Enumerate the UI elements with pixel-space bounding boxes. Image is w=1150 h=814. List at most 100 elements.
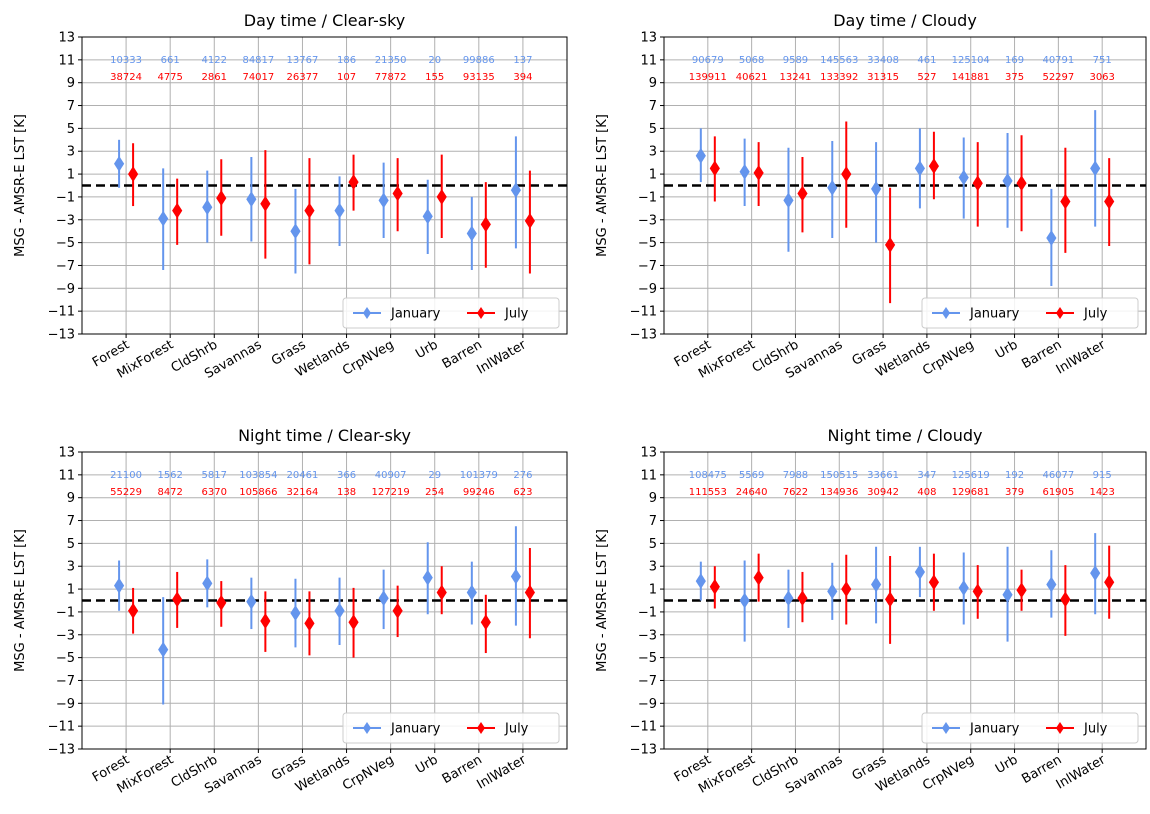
series-january [113,136,522,274]
data-point-july [304,615,315,632]
y-tick-label: 3 [649,560,657,575]
y-tick-label: −7 [638,259,657,274]
data-point-july [260,613,271,629]
y-tick-label: 1 [67,583,75,598]
y-tick-label: −5 [56,236,75,251]
y-tick-label: 7 [649,99,657,114]
sample-count-label: 125104 [952,55,990,66]
data-point-january [334,602,345,619]
data-point-january [695,147,706,164]
sample-count-label: 101379 [460,470,498,481]
legend-label-january: January [969,722,1020,737]
data-point-january [466,584,477,601]
legend-marker-july [477,307,485,319]
y-tick-label: −7 [638,674,657,689]
data-point-july [436,188,447,205]
data-point-july [524,584,536,601]
x-tick-label: CrpNVeg [340,337,396,378]
sample-count-label: 30942 [867,487,899,498]
sample-count-label: 105866 [239,487,277,498]
data-point-january [246,191,257,208]
y-tick-label: −9 [56,282,75,297]
plot-frame [663,36,1147,335]
y-tick-label: −5 [56,651,75,666]
sample-count-label: 99886 [463,55,495,66]
y-tick-label: −3 [638,628,657,643]
y-tick-label: −3 [56,213,75,228]
sample-count-label: 1423 [1089,487,1114,498]
chart-panel-2: 90679 5068 9589 145563 33408 461 125104 169 4079… [595,11,1147,382]
x-tick-label: Urb [993,337,1021,362]
chart-title: Day time / Cloudy [833,11,977,30]
sample-count-label: 9589 [783,55,808,66]
sample-count-label: 125619 [952,470,990,481]
x-tick-label: InlWater [1054,752,1109,792]
x-tick-label: InlWater [1054,337,1109,377]
sample-count-label: 408 [917,487,936,498]
data-point-january [870,576,882,593]
y-tick-label: 1 [649,583,657,598]
data-point-july [260,195,271,212]
sample-count-label: 394 [513,72,532,83]
data-point-july [172,202,183,219]
data-point-july [304,202,315,219]
y-tick-label: 5 [67,537,75,552]
series-january [695,110,1101,287]
data-point-january [422,569,433,586]
data-point-january [695,573,706,590]
sample-count-label: 145563 [820,55,858,66]
legend-label-july: July [1083,307,1108,322]
y-tick-label: −11 [48,305,75,320]
data-point-january [202,575,213,592]
data-point-january [958,580,969,596]
sample-count-label: 38724 [110,72,142,83]
y-tick-label: 1 [67,168,75,183]
plot-frame [81,451,568,750]
data-point-january [113,577,125,594]
data-point-january [246,593,257,610]
legend-marker-july [1056,722,1064,734]
plot-frame [81,36,568,335]
data-point-july [1104,193,1115,210]
sample-count-label: 751 [1093,55,1112,66]
data-point-july [1060,591,1071,608]
data-point-july [884,236,896,253]
sample-count-label: 20 [428,55,441,66]
sample-count-label: 133392 [820,72,858,83]
legend-marker-july [1056,307,1064,319]
chart-panel-1: 10333 661 4122 84817 13767 186 21350 20 99886 137… [13,11,568,382]
sample-count-label: 379 [1005,487,1024,498]
legend-label-july: July [504,722,529,737]
y-tick-label: 7 [67,99,75,114]
legend-marker-january [363,307,371,319]
data-point-july [216,190,227,206]
sample-count-label: 6370 [202,487,227,498]
chart-panel-3: 21100 1562 5817 103854 20461 366 40907 29 101379… [13,426,568,797]
y-tick-label: 9 [649,76,657,91]
data-point-july [127,166,139,183]
data-point-january [378,192,389,209]
series-january [113,526,522,705]
y-tick-label: −3 [56,628,75,643]
data-point-january [158,641,169,658]
legend-label-july: July [1083,722,1108,737]
legend-marker-january [942,722,950,734]
data-point-january [739,163,750,180]
legend-box [921,712,1139,744]
y-tick-label: 5 [649,122,657,137]
sample-count-label: 623 [513,487,532,498]
sample-count-label: 24640 [736,487,768,498]
data-point-july [753,569,764,586]
chart-title: Night time / Clear-sky [238,426,411,445]
sample-count-label: 276 [513,470,532,481]
y-tick-label: 5 [67,122,75,137]
sample-count-label: 134936 [820,487,858,498]
y-tick-label: 11 [640,468,657,483]
chart-title: Night time / Cloudy [828,426,983,445]
data-point-january [958,169,969,186]
x-tick-label: InlWater [475,752,530,792]
data-point-january [1002,173,1013,189]
sample-count-label: 3063 [1089,72,1114,83]
data-point-july [972,583,983,600]
